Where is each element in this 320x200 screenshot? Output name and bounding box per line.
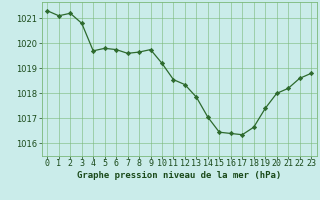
X-axis label: Graphe pression niveau de la mer (hPa): Graphe pression niveau de la mer (hPa): [77, 171, 281, 180]
